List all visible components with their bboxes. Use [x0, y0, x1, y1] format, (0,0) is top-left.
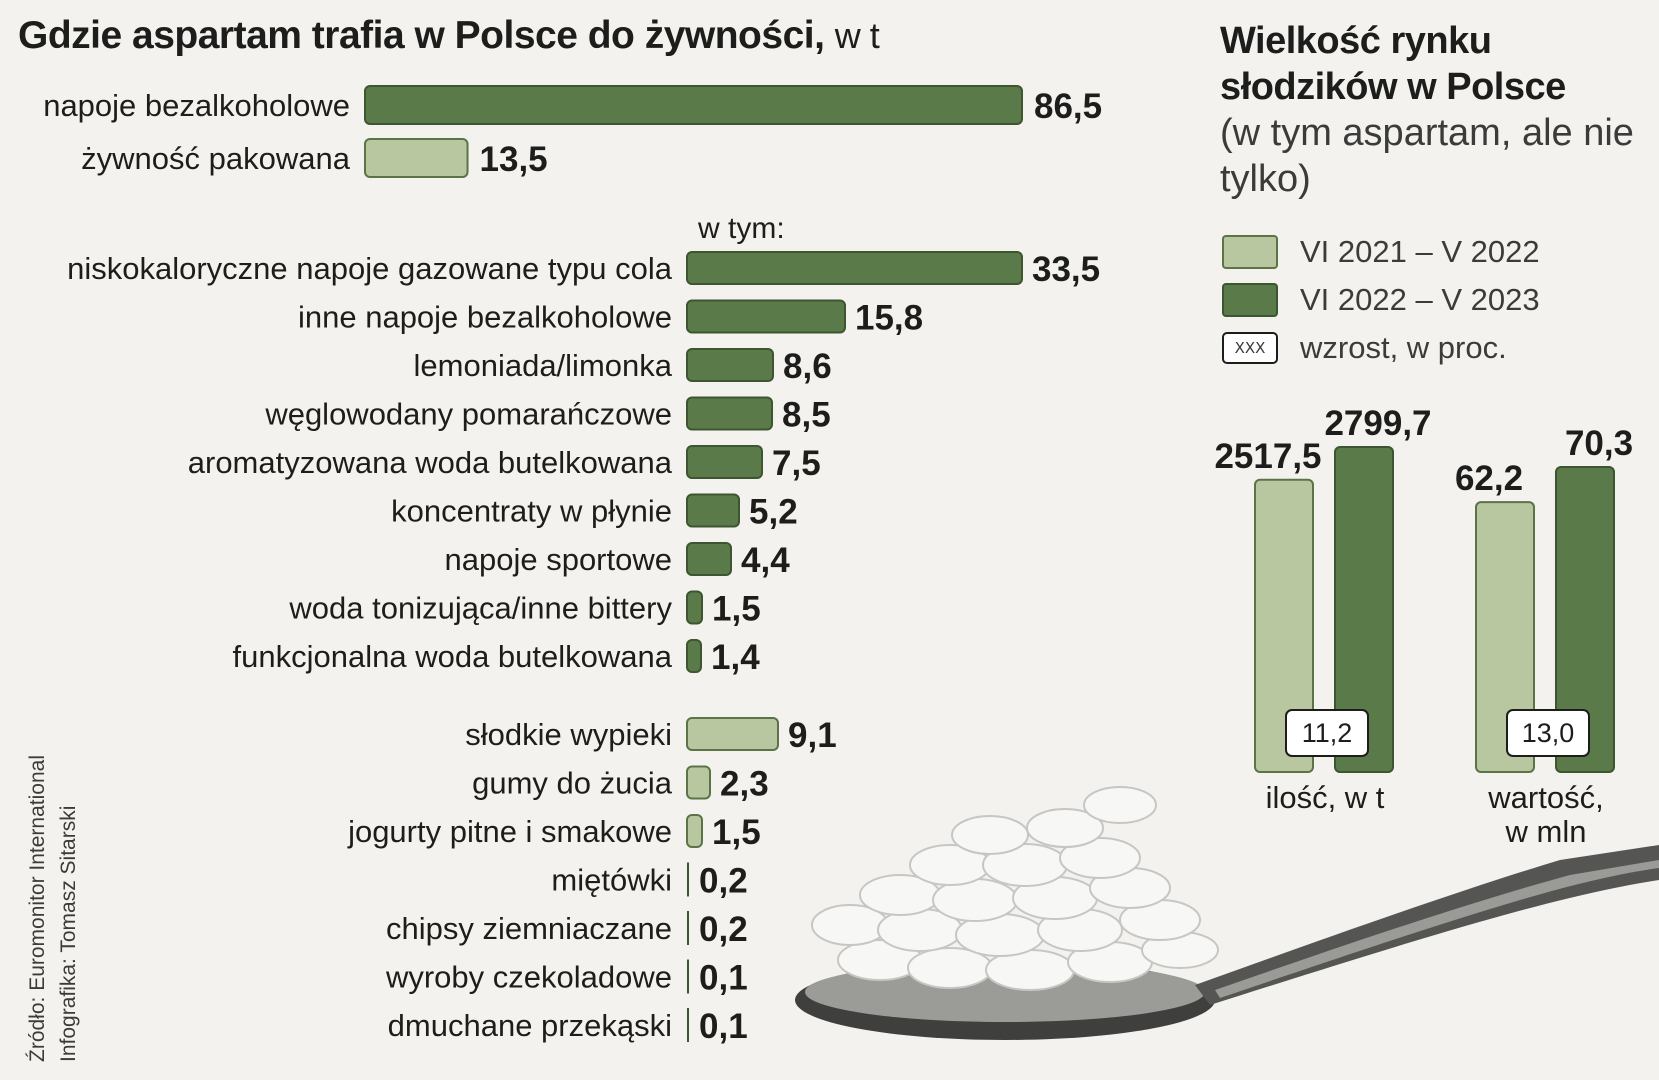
category-label: dmuchane przekąski	[388, 1008, 672, 1043]
value-label: 86,5	[1034, 87, 1102, 126]
legend-item-growth: XXX wzrost, w proc.	[1222, 324, 1540, 372]
credits: Źródło: Euromonitor International Infogr…	[22, 755, 84, 1062]
value-label: 2517,5	[1214, 437, 1321, 476]
value-label: 1,5	[712, 813, 761, 852]
value-label: 62,2	[1455, 459, 1523, 498]
value-label: 2,3	[720, 765, 769, 804]
category-label: lemoniada/limonka	[414, 348, 673, 383]
legend-label-growth: wzrost, w proc.	[1300, 330, 1507, 365]
growth-box	[1285, 709, 1369, 757]
group-label: wartość,	[1487, 780, 1603, 815]
side-chart-title: Wielkość rynku słodzików w Polsce	[1220, 20, 1566, 108]
bar	[686, 251, 1023, 285]
bar	[1334, 446, 1394, 773]
legend-label-2021: VI 2021 – V 2022	[1300, 234, 1540, 269]
legend-swatch-growth: XXX	[1222, 332, 1278, 364]
subgroup-caption: w tym:	[697, 212, 785, 245]
bar	[686, 639, 702, 673]
side-chart-subtitle: (w tym aspartam, ale nie tylko)	[1220, 112, 1634, 200]
growth-label: 13,0	[1522, 718, 1575, 748]
category-label: koncentraty w płynie	[391, 494, 672, 529]
bar	[686, 299, 846, 334]
value-label: 2799,7	[1324, 404, 1431, 443]
bar	[687, 862, 689, 897]
bar	[686, 542, 732, 576]
value-label: 9,1	[788, 716, 837, 755]
category-label: funkcjonalna woda butelkowana	[233, 639, 673, 674]
bar	[687, 959, 689, 994]
value-label: 0,1	[699, 1007, 748, 1046]
value-label: 33,5	[1032, 250, 1100, 289]
growth-label: 11,2	[1302, 718, 1353, 748]
source-credit: Źródło: Euromonitor International	[26, 755, 49, 1062]
author-credit: Infografika: Tomasz Sitarski	[57, 805, 80, 1062]
bar	[687, 911, 689, 945]
value-label: 8,6	[783, 347, 832, 386]
group-label: ilość, w t	[1266, 780, 1385, 815]
category-label: aromatyzowana woda butelkowana	[188, 445, 673, 480]
bar	[686, 590, 703, 625]
legend-item-2021: VI 2021 – V 2022	[1222, 228, 1540, 276]
bar	[687, 1008, 689, 1042]
bar	[686, 765, 711, 800]
chart-title: Gdzie aspartam trafia w Polsce do żywnoś…	[18, 14, 880, 58]
horizontal-bar-chart: napoje bezalkoholowe 86,5 żywność pakowana…	[43, 85, 1102, 1046]
category-label: gumy do żucia	[472, 766, 673, 801]
value-label: 5,2	[749, 493, 798, 532]
value-label: 15,8	[855, 299, 923, 338]
legend-swatch-light	[1222, 235, 1278, 269]
value-label: 0,2	[699, 862, 748, 901]
category-label: jogurty pitne i smakowe	[347, 814, 672, 849]
category-label: słodkie wypieki	[465, 717, 672, 752]
legend-swatch-dark	[1222, 283, 1278, 317]
value-label: 4,4	[741, 541, 790, 580]
legend-label-2022: VI 2022 – V 2023	[1300, 282, 1540, 317]
bar	[686, 814, 703, 848]
value-label: 70,3	[1565, 424, 1633, 463]
bar	[686, 445, 763, 479]
value-label: 7,5	[772, 444, 821, 483]
category-label: węglowodany pomarańczowe	[264, 397, 672, 432]
bar	[1475, 501, 1535, 773]
category-label: niskokaloryczne napoje gazowane typu col…	[67, 251, 673, 286]
category-label: żywność pakowana	[81, 141, 351, 176]
bar	[364, 85, 1023, 125]
bar	[686, 396, 773, 431]
value-label: 13,5	[480, 140, 548, 179]
bar	[686, 493, 740, 528]
category-label: chipsy ziemniaczane	[386, 911, 672, 946]
spoon-illustration	[795, 786, 1659, 1040]
group-label: w mln	[1505, 814, 1587, 849]
bar	[686, 348, 774, 382]
bar	[1254, 478, 1314, 773]
category-label: miętówki	[551, 863, 672, 898]
legend: VI 2021 – V 2022 VI 2022 – V 2023 XXX wz…	[1222, 228, 1540, 372]
category-label: napoje sportowe	[445, 542, 673, 577]
bar	[686, 717, 779, 751]
bar	[1555, 466, 1615, 773]
value-label: 1,4	[711, 638, 760, 677]
value-label: 1,5	[712, 590, 761, 629]
bar	[364, 138, 469, 178]
value-label: 8,5	[782, 396, 831, 435]
value-label: 0,2	[699, 910, 748, 949]
chart-title-text: Gdzie aspartam trafia w Polsce do żywnoś…	[18, 14, 825, 57]
value-label: 0,1	[699, 959, 748, 998]
category-label: napoje bezalkoholowe	[43, 88, 350, 123]
legend-item-2022: VI 2022 – V 2023	[1222, 276, 1540, 324]
growth-box	[1506, 709, 1590, 757]
category-label: woda tonizująca/inne bittery	[288, 591, 672, 626]
category-label: wyroby czekoladowe	[385, 960, 672, 995]
chart-title-unit: w t	[834, 15, 880, 56]
category-label: inne napoje bezalkoholowe	[298, 300, 672, 335]
